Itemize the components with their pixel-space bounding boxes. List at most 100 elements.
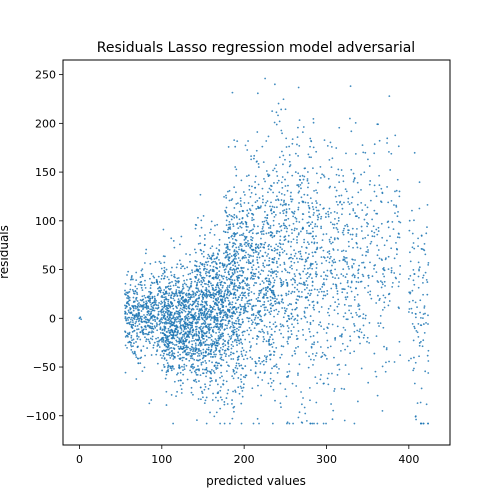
scatter-point: [227, 389, 230, 391]
scatter-point: [202, 335, 205, 338]
scatter-point: [284, 185, 287, 187]
scatter-point: [318, 291, 320, 293]
scatter-point: [182, 373, 185, 376]
scatter-point: [325, 233, 328, 235]
scatter-point: [213, 415, 216, 418]
scatter-point: [198, 369, 200, 372]
scatter-point: [163, 298, 166, 301]
scatter-point: [131, 275, 133, 277]
scatter-point: [255, 243, 258, 246]
scatter-point: [186, 301, 189, 304]
scatter-point: [235, 168, 238, 171]
scatter-point: [236, 350, 238, 353]
scatter-point: [421, 276, 424, 279]
scatter-point: [176, 390, 178, 393]
scatter-point: [129, 288, 132, 291]
scatter-point: [276, 175, 279, 177]
scatter-point: [137, 362, 140, 365]
scatter-point: [358, 330, 361, 333]
scatter-point: [186, 330, 189, 333]
scatter-point: [259, 331, 262, 333]
scatter-point: [224, 340, 227, 342]
scatter-point: [312, 230, 314, 233]
scatter-point: [343, 303, 346, 306]
scatter-point: [279, 203, 282, 206]
scatter-point: [238, 296, 240, 299]
scatter-point: [153, 315, 156, 318]
scatter-point: [202, 356, 205, 359]
scatter-point: [293, 249, 295, 252]
scatter-point: [343, 255, 345, 258]
scatter-point: [290, 330, 293, 332]
scatter-point: [199, 339, 202, 342]
scatter-point: [225, 206, 228, 209]
scatter-point: [330, 403, 332, 405]
scatter-point: [265, 306, 267, 309]
scatter-point: [258, 330, 261, 333]
scatter-point: [253, 318, 256, 321]
scatter-point: [204, 314, 207, 317]
scatter-point: [362, 261, 365, 264]
scatter-point: [288, 318, 291, 321]
scatter-point: [287, 342, 289, 345]
scatter-point: [136, 291, 138, 294]
scatter-point: [155, 299, 157, 302]
scatter-point: [216, 367, 219, 370]
scatter-point: [315, 235, 317, 238]
scatter-point: [331, 323, 334, 326]
scatter-point: [218, 279, 221, 281]
scatter-point: [202, 250, 205, 253]
scatter-point: [156, 329, 159, 332]
scatter-point: [189, 253, 191, 256]
scatter-point: [298, 119, 301, 122]
scatter-point: [409, 260, 412, 263]
scatter-point: [378, 257, 381, 260]
scatter-point: [304, 260, 307, 263]
scatter-point: [208, 308, 211, 311]
scatter-point: [340, 194, 343, 197]
scatter-point: [184, 346, 187, 349]
scatter-point: [377, 294, 379, 297]
scatter-point: [251, 204, 254, 207]
scatter-point: [244, 338, 247, 341]
scatter-point: [320, 325, 323, 328]
scatter-point: [201, 285, 204, 288]
scatter-point: [294, 252, 297, 255]
scatter-point: [191, 324, 194, 327]
scatter-point: [344, 224, 347, 227]
scatter-point: [221, 286, 224, 289]
scatter-point: [128, 331, 131, 334]
scatter-point: [257, 162, 260, 165]
scatter-point: [203, 265, 206, 268]
scatter-point: [418, 344, 421, 347]
scatter-point: [264, 180, 266, 183]
scatter-point: [205, 287, 208, 289]
scatter-point: [325, 332, 328, 334]
scatter-point: [182, 306, 185, 309]
scatter-point: [261, 379, 264, 381]
scatter-point: [267, 274, 270, 277]
scatter-point: [184, 300, 187, 303]
scatter-point: [195, 314, 197, 317]
scatter-point: [187, 300, 190, 303]
scatter-point: [240, 226, 243, 229]
scatter-point: [197, 365, 199, 367]
scatter-point: [291, 308, 294, 311]
scatter-point: [201, 293, 204, 296]
scatter-point: [196, 305, 199, 308]
scatter-point: [265, 219, 268, 222]
scatter-point: [194, 352, 197, 355]
scatter-point: [250, 158, 253, 161]
scatter-point: [294, 216, 297, 219]
scatter-point: [248, 231, 251, 234]
scatter-point: [288, 271, 291, 274]
scatter-point: [415, 418, 417, 421]
scatter-point: [291, 354, 294, 357]
scatter-point: [162, 332, 165, 335]
scatter-point: [153, 299, 156, 302]
scatter-point: [191, 331, 194, 334]
scatter-point: [291, 283, 294, 286]
scatter-point: [133, 350, 136, 353]
scatter-point: [417, 275, 420, 278]
scatter-point: [127, 319, 129, 321]
